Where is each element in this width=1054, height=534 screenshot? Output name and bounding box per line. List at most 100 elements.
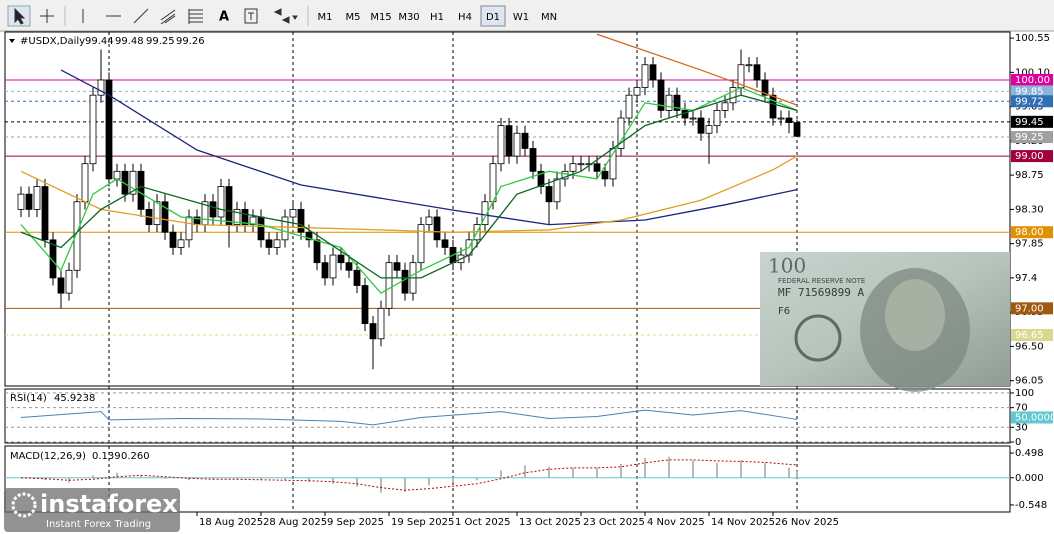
active-timeframe[interactable] xyxy=(480,5,506,27)
toolbar xyxy=(0,0,1054,31)
candle-body xyxy=(401,269,409,294)
x-tick-label: 26 Nov 2025 xyxy=(775,517,839,528)
text-tool-button[interactable]: A xyxy=(219,10,229,25)
candle-body xyxy=(601,170,609,180)
timeframe-button[interactable]: MN xyxy=(541,12,557,23)
histogram-bar xyxy=(428,477,430,486)
portrait-face xyxy=(885,279,945,351)
candle-body xyxy=(41,186,49,241)
candle-body xyxy=(105,79,113,180)
timeframe-button[interactable]: W1 xyxy=(513,12,529,23)
histogram-bar xyxy=(452,477,454,483)
seal xyxy=(794,314,842,362)
candle-body xyxy=(673,94,681,111)
histogram-bar xyxy=(692,460,694,478)
candle-body xyxy=(225,186,233,226)
candle-body xyxy=(561,170,569,180)
macd-signal-value: 0.260 xyxy=(121,451,150,462)
candle-body xyxy=(233,208,241,226)
candle-body xyxy=(577,163,585,166)
symbol-menu-arrow[interactable] xyxy=(9,39,15,43)
histogram-bar xyxy=(796,470,798,478)
logo-name: instaforex xyxy=(40,490,178,518)
histogram-bar xyxy=(404,477,406,492)
candle-body xyxy=(697,117,705,134)
candle-body xyxy=(25,193,33,210)
histogram-bar xyxy=(236,477,238,479)
timeframe-button[interactable]: M1 xyxy=(318,12,333,23)
trendline-button[interactable] xyxy=(133,8,149,24)
candle-body xyxy=(785,117,793,123)
histogram-bar xyxy=(332,477,334,484)
tool-buttons xyxy=(7,5,309,27)
candle-body xyxy=(665,94,673,111)
candle-body xyxy=(793,122,801,137)
candle-body xyxy=(209,201,217,218)
candle-body xyxy=(137,170,145,210)
timeframe-button[interactable]: M30 xyxy=(398,12,419,23)
candle-body xyxy=(65,269,73,294)
histogram-bar xyxy=(548,466,550,478)
text-label-button[interactable] xyxy=(244,8,258,24)
x-tick-label: 18 Aug 2025 xyxy=(199,517,263,528)
candle-body xyxy=(129,170,137,195)
serial-number: MF 71569899 A xyxy=(778,286,864,299)
candle-body xyxy=(649,64,657,81)
histogram-bar xyxy=(476,477,478,481)
candle-body xyxy=(497,125,505,165)
candle-body xyxy=(625,94,633,119)
candle-body xyxy=(489,163,497,203)
candle-body xyxy=(417,224,425,264)
candle-body xyxy=(273,239,281,248)
crosshair-button[interactable] xyxy=(40,9,54,23)
x-tick-label: 1 Oct 2025 xyxy=(455,517,510,528)
candle-body xyxy=(369,323,377,340)
timeframe-button[interactable]: H1 xyxy=(430,12,444,23)
histogram-bar xyxy=(500,470,502,478)
price-tag xyxy=(1011,73,1053,86)
candle-body xyxy=(329,254,337,279)
candle-body xyxy=(265,239,273,248)
candle-body xyxy=(313,239,321,264)
price-tag-label: 100.00 xyxy=(1015,75,1050,86)
dropdown-arrow[interactable] xyxy=(292,15,298,20)
histogram-bar xyxy=(140,475,142,478)
price-tag xyxy=(1011,85,1053,98)
timeframe-button[interactable]: H4 xyxy=(458,12,472,23)
histogram-bar xyxy=(356,477,358,487)
candle-body xyxy=(361,285,369,324)
histogram-bar xyxy=(260,477,262,481)
ohlc-high: 99.48 xyxy=(115,36,144,47)
moving-average xyxy=(20,155,798,233)
candle-body xyxy=(81,163,89,203)
timeframe-button[interactable]: M15 xyxy=(370,12,391,23)
logo-mark xyxy=(11,492,37,518)
candle-body xyxy=(569,163,577,172)
histogram-bar xyxy=(308,477,310,482)
histogram-bar xyxy=(764,462,766,478)
histogram-bar xyxy=(524,465,526,478)
histogram-bar xyxy=(644,457,646,478)
rsi-title: RSI(14) xyxy=(10,393,47,404)
candle-body xyxy=(289,208,297,218)
price-tag-label: 99.85 xyxy=(1015,86,1044,97)
price-tag xyxy=(1011,411,1053,424)
timeframe-button[interactable]: M5 xyxy=(346,12,361,23)
candle-body xyxy=(505,125,513,157)
histogram-bar xyxy=(284,477,286,481)
candle-body xyxy=(57,277,65,294)
candle-body xyxy=(745,64,753,67)
arrows-button[interactable] xyxy=(273,8,290,24)
candle-body xyxy=(769,94,777,119)
channel-button[interactable] xyxy=(160,9,176,25)
price-tag-label: 98.00 xyxy=(1015,227,1044,238)
y-tick-label: 97.85 xyxy=(1015,239,1044,250)
timeframe-button[interactable]: D1 xyxy=(486,12,500,23)
fibonacci-button[interactable] xyxy=(188,9,203,24)
candle-body xyxy=(169,231,177,248)
price-tag-label: 99.45 xyxy=(1015,117,1044,128)
x-tick-label: 19 Sep 2025 xyxy=(391,517,454,528)
histogram-bar xyxy=(212,477,214,480)
plate-code: F6 xyxy=(778,306,790,317)
